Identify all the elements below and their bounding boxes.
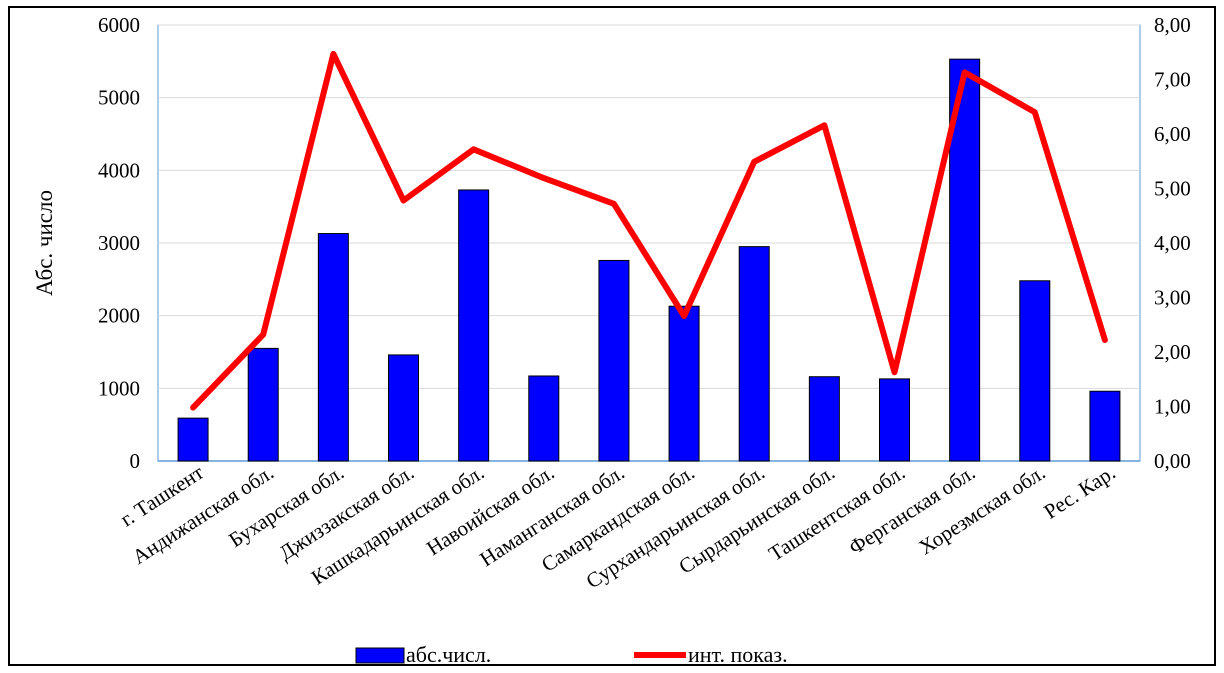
y-tick-label: 2000 bbox=[98, 304, 140, 328]
y2-tick-label: 6,00 bbox=[1154, 122, 1191, 146]
y-tick-label: 3000 bbox=[98, 231, 140, 255]
series-line bbox=[190, 50, 1108, 411]
legend-swatch-bars bbox=[355, 647, 405, 664]
bar bbox=[879, 378, 910, 462]
bar bbox=[1019, 280, 1051, 462]
bar bbox=[668, 305, 700, 462]
bar bbox=[177, 417, 209, 462]
y-tick-label: 4000 bbox=[98, 158, 140, 182]
y-tick-label: 1000 bbox=[98, 376, 140, 400]
bar bbox=[247, 347, 279, 462]
y2-tick-label: 5,00 bbox=[1154, 177, 1191, 201]
bar bbox=[738, 246, 770, 462]
y2-tick-label: 1,00 bbox=[1154, 395, 1191, 419]
y-tick-label: 5000 bbox=[98, 86, 140, 110]
bar bbox=[458, 189, 490, 462]
legend-label-line: инт. показ. bbox=[688, 642, 788, 667]
bar bbox=[598, 259, 630, 462]
legend-label-bars: абс.числ. bbox=[406, 642, 491, 667]
bar bbox=[528, 375, 560, 462]
y-axis-title: Абс. число bbox=[32, 190, 57, 296]
bar bbox=[388, 354, 419, 462]
y2-tick-label: 8,00 bbox=[1154, 13, 1191, 37]
x-tick-label: Хорезмская обл. bbox=[914, 460, 1049, 559]
x-tick-label: Рес. Кар. bbox=[1040, 460, 1120, 524]
y-tick-label: 0 bbox=[130, 449, 141, 473]
y2-tick-label: 4,00 bbox=[1154, 231, 1191, 255]
bar bbox=[808, 376, 840, 462]
bar bbox=[1089, 390, 1121, 462]
y2-tick-label: 3,00 bbox=[1154, 286, 1191, 310]
y-tick-label: 6000 bbox=[98, 13, 140, 37]
y2-tick-label: 0,00 bbox=[1154, 449, 1191, 473]
y2-tick-label: 7,00 bbox=[1154, 68, 1191, 92]
y2-tick-label: 2,00 bbox=[1154, 340, 1191, 364]
bar bbox=[317, 233, 349, 462]
